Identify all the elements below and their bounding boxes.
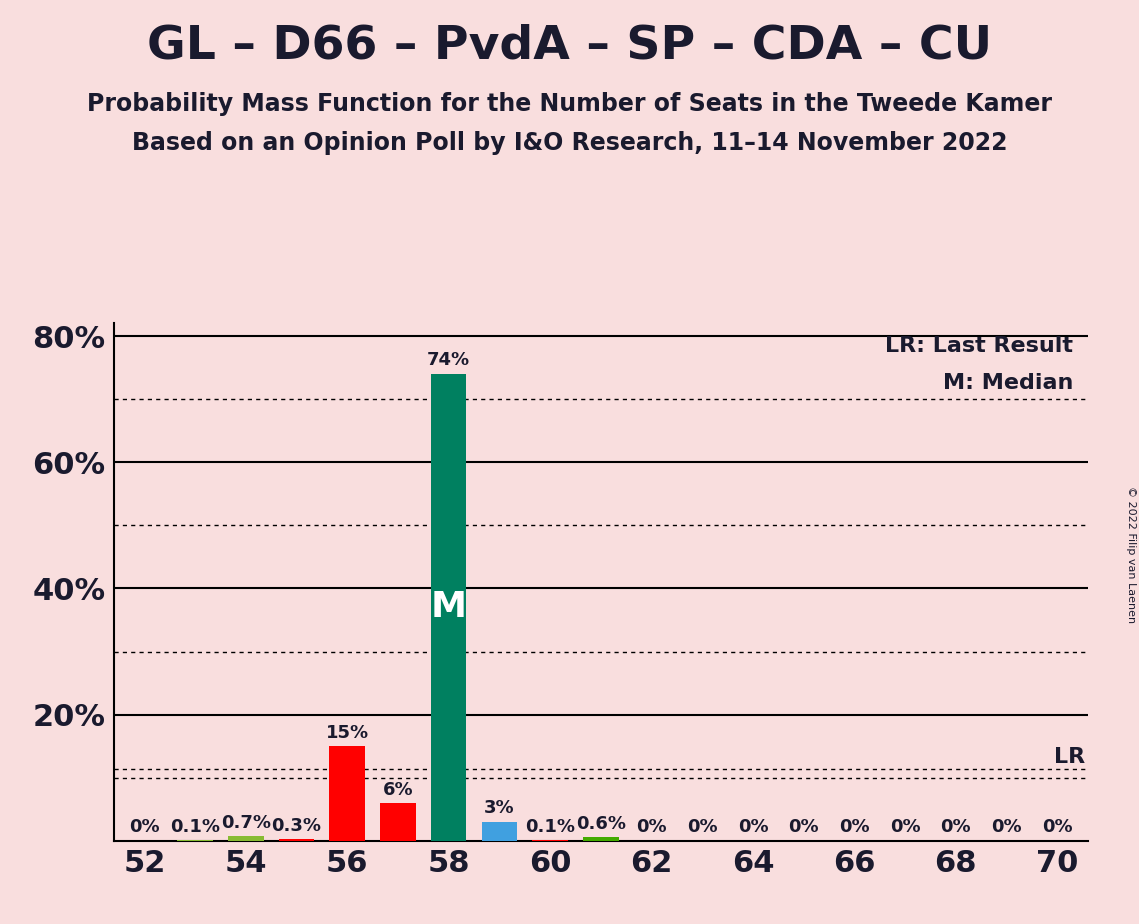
Text: 0%: 0% [1042, 819, 1073, 836]
Text: 3%: 3% [484, 799, 515, 818]
Text: Based on an Opinion Poll by I&O Research, 11–14 November 2022: Based on an Opinion Poll by I&O Research… [132, 131, 1007, 155]
Text: 74%: 74% [427, 351, 470, 370]
Text: LR: Last Result: LR: Last Result [885, 336, 1073, 357]
Bar [329, 747, 364, 841]
Text: 0%: 0% [687, 819, 718, 836]
Text: M: M [431, 590, 467, 625]
Text: 0.1%: 0.1% [525, 819, 575, 836]
Text: 0.3%: 0.3% [271, 817, 321, 834]
Bar [431, 374, 466, 841]
Text: 0%: 0% [129, 819, 159, 836]
Text: M: Median: M: Median [943, 372, 1073, 393]
Bar [583, 837, 618, 841]
Bar [279, 839, 314, 841]
Text: 0.6%: 0.6% [576, 815, 625, 833]
Text: 15%: 15% [326, 723, 369, 742]
Text: Probability Mass Function for the Number of Seats in the Tweede Kamer: Probability Mass Function for the Number… [87, 92, 1052, 116]
Text: © 2022 Filip van Laenen: © 2022 Filip van Laenen [1126, 486, 1136, 623]
Text: 0%: 0% [738, 819, 769, 836]
Bar [228, 836, 263, 841]
Text: 0%: 0% [941, 819, 972, 836]
Text: 0.1%: 0.1% [170, 819, 220, 836]
Bar [380, 803, 416, 841]
Text: 0%: 0% [788, 819, 819, 836]
Text: 0.7%: 0.7% [221, 814, 271, 832]
Text: 0%: 0% [637, 819, 666, 836]
Text: 6%: 6% [383, 781, 413, 798]
Text: LR: LR [1054, 747, 1085, 767]
Text: 0%: 0% [839, 819, 870, 836]
Text: GL – D66 – PvdA – SP – CDA – CU: GL – D66 – PvdA – SP – CDA – CU [147, 23, 992, 68]
Text: 0%: 0% [991, 819, 1022, 836]
Bar [482, 822, 517, 841]
Text: 0%: 0% [890, 819, 920, 836]
